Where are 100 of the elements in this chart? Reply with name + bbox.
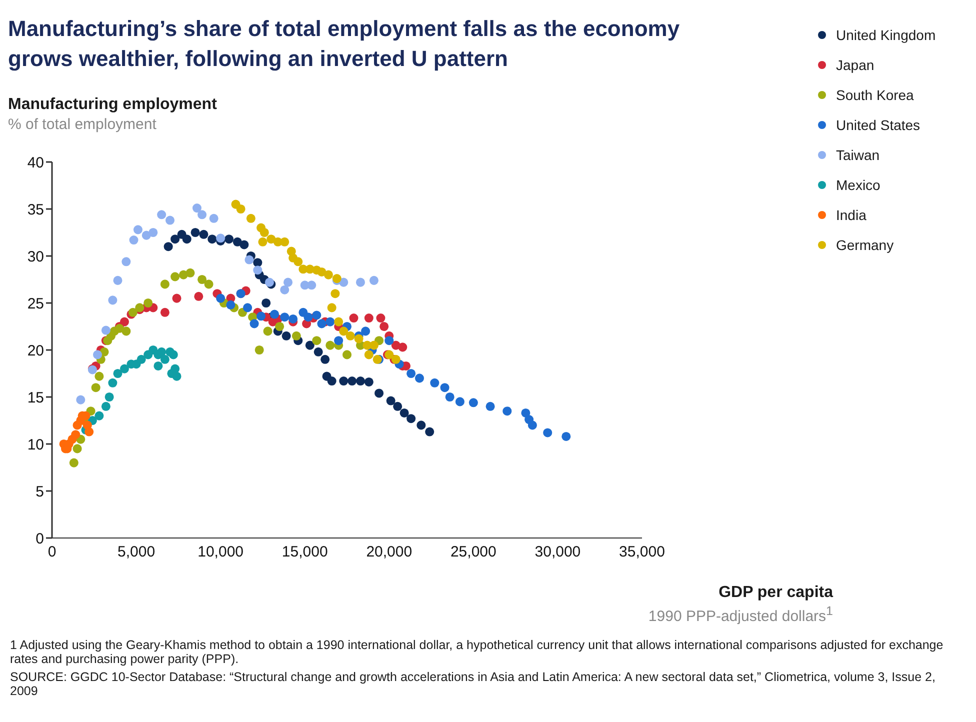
y-tick-label: 25 <box>27 295 44 312</box>
point <box>216 294 226 303</box>
point <box>280 237 290 246</box>
y-tick-label: 10 <box>27 436 44 454</box>
point <box>71 430 80 440</box>
point <box>386 396 396 406</box>
point <box>168 350 178 360</box>
point <box>364 314 374 323</box>
y-tick-label: 15 <box>27 389 44 406</box>
point <box>226 300 236 310</box>
legend-label: United Kingdom <box>836 26 936 45</box>
point <box>192 204 202 213</box>
point <box>398 342 408 352</box>
point <box>282 331 291 340</box>
point <box>312 310 322 320</box>
point <box>294 257 303 266</box>
point <box>133 225 142 234</box>
point <box>369 276 378 285</box>
point <box>182 234 192 244</box>
x-tick-label: 20,000 <box>366 544 412 561</box>
point <box>528 420 537 430</box>
point <box>356 376 365 386</box>
point <box>327 376 336 386</box>
point <box>280 312 290 322</box>
point <box>72 444 82 454</box>
point <box>243 303 252 312</box>
x-tick-label: 5,000 <box>118 544 156 561</box>
point <box>270 310 280 319</box>
point <box>256 312 266 321</box>
point <box>356 278 365 287</box>
point <box>170 272 180 282</box>
point <box>346 331 355 340</box>
point <box>414 374 424 383</box>
point <box>364 377 374 386</box>
point <box>236 204 246 214</box>
point <box>260 228 269 238</box>
y-tick-label: 35 <box>27 201 44 218</box>
point <box>157 210 166 220</box>
point <box>304 312 313 322</box>
legend-label: Mexico <box>836 176 880 195</box>
point <box>154 361 163 370</box>
point <box>194 292 204 301</box>
point <box>165 216 175 225</box>
point <box>254 345 264 355</box>
point <box>440 383 450 392</box>
point <box>374 388 384 398</box>
point <box>543 428 552 438</box>
point <box>393 402 402 411</box>
point <box>160 354 170 364</box>
point <box>246 214 256 223</box>
point <box>91 383 100 392</box>
point <box>120 364 129 374</box>
point <box>262 298 271 308</box>
point <box>342 350 352 360</box>
x-tick-label: 10,000 <box>198 544 244 561</box>
point <box>172 294 182 303</box>
point <box>349 314 358 323</box>
point <box>354 334 364 344</box>
point <box>216 234 226 243</box>
point <box>198 210 207 220</box>
point <box>244 255 254 264</box>
point <box>317 319 326 328</box>
point <box>275 322 284 332</box>
legend-label: Germany <box>836 236 894 255</box>
point <box>160 308 170 317</box>
point <box>209 214 218 223</box>
point <box>186 268 195 278</box>
point <box>104 392 114 402</box>
point <box>324 270 333 280</box>
point <box>521 408 530 418</box>
point <box>122 326 131 336</box>
point <box>113 276 122 285</box>
point <box>253 258 262 268</box>
legend-label: Japan <box>836 56 874 75</box>
point <box>339 278 348 287</box>
point <box>455 397 464 406</box>
point <box>160 280 170 289</box>
point <box>406 414 416 424</box>
point <box>240 240 249 250</box>
point <box>326 340 335 350</box>
x-tick-label: 25,000 <box>450 544 496 561</box>
point <box>288 314 298 324</box>
point <box>250 319 259 328</box>
point <box>339 326 348 336</box>
point <box>327 303 336 312</box>
point <box>148 228 158 238</box>
point <box>101 402 110 411</box>
point <box>384 336 394 346</box>
point <box>314 347 323 356</box>
x-tick-label: 0 <box>48 544 56 561</box>
point <box>144 298 153 308</box>
point <box>364 350 374 360</box>
point <box>326 317 335 326</box>
point <box>339 376 348 386</box>
point <box>502 406 512 416</box>
point <box>416 420 426 430</box>
x-tick-label: 15,000 <box>282 544 328 561</box>
y-tick-label: 40 <box>27 154 44 172</box>
legend-label: India <box>836 206 866 225</box>
point <box>280 285 290 294</box>
